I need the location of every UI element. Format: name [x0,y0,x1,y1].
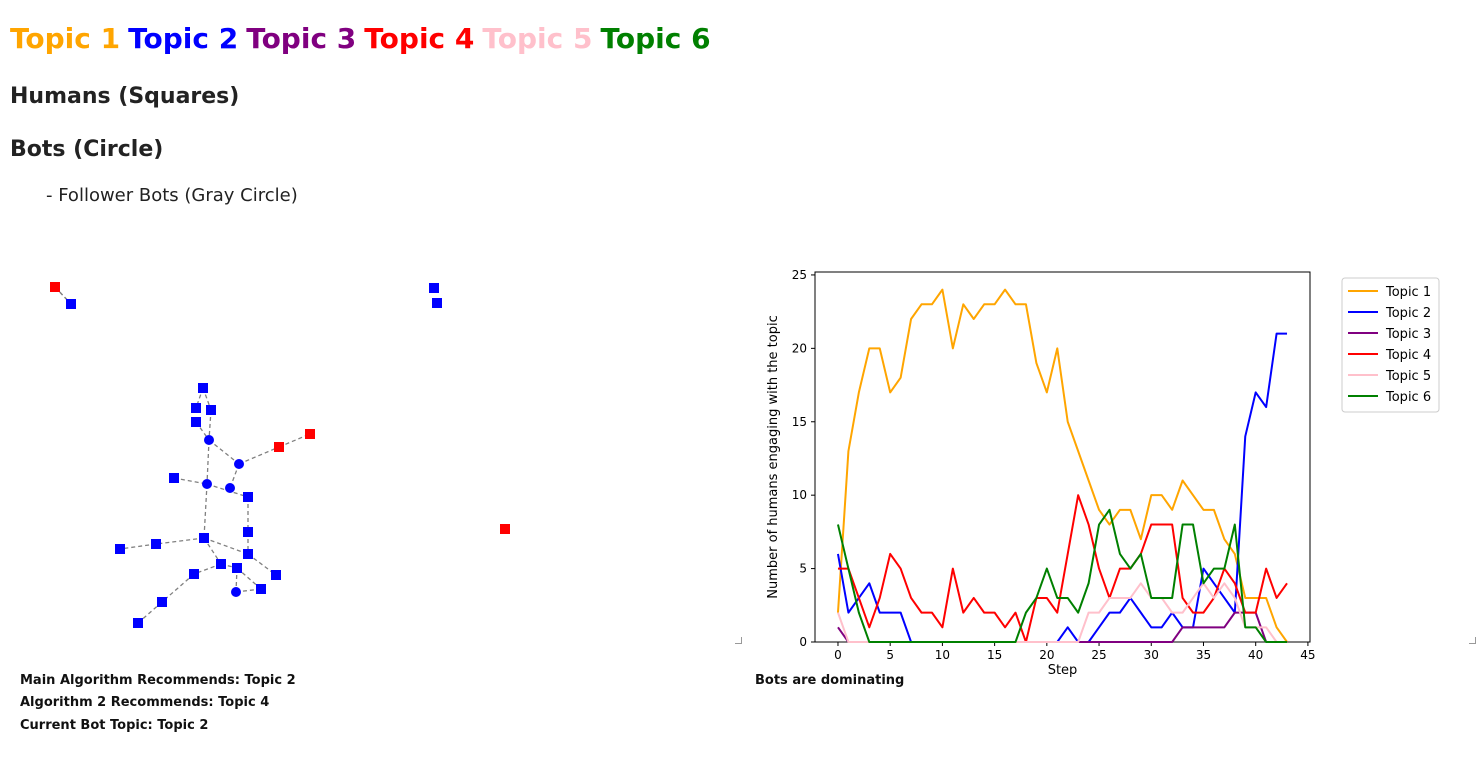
human-node[interactable] [274,442,284,452]
bots-heading: Bots (Circle) [10,137,164,162]
legend-entry: Topic 2 [1385,306,1431,321]
y-tick-label: 5 [799,562,807,576]
x-tick-label: 10 [935,648,950,662]
topic-legend-2: Topic 2 [128,22,239,55]
y-tick-label: 25 [792,268,807,282]
human-node[interactable] [115,544,125,554]
network-edge [238,446,280,465]
human-node[interactable] [198,383,208,393]
bot-node[interactable] [225,483,235,493]
x-tick-label: 20 [1039,648,1054,662]
x-tick-label: 0 [834,648,842,662]
resize-handle-right[interactable] [1469,637,1476,644]
human-node[interactable] [66,299,76,309]
human-node[interactable] [169,473,179,483]
network-edge [236,567,262,590]
human-node[interactable] [157,597,167,607]
follower-bots-note: - Follower Bots (Gray Circle) [46,185,298,206]
network-edge [278,433,311,448]
y-tick-label: 0 [799,635,807,649]
human-node[interactable] [189,569,199,579]
current-bot-topic: Current Bot Topic: Topic 2 [20,718,209,733]
human-node[interactable] [199,533,209,543]
series-line-topic-1 [836,288,1288,643]
human-node[interactable] [232,563,242,573]
network-edge [137,601,163,624]
topic-legend-6: Topic 6 [600,22,711,55]
topic-legend-5: Topic 5 [482,22,593,55]
legend-entry: Topic 5 [1385,369,1431,384]
bot-node[interactable] [202,479,212,489]
human-node[interactable] [243,549,253,559]
series-line-topic-4 [837,494,1288,643]
network-edge [161,573,195,603]
x-tick-label: 5 [886,648,894,662]
legend-entry: Topic 4 [1385,348,1431,363]
x-tick-label: 40 [1248,648,1263,662]
humans-heading: Humans (Squares) [10,84,240,109]
topic-engagement-chart: 0 5 10 15 20 25 30 35 40 45 0 5 10 15 20 25 Step Number o… [766,268,1440,678]
network-edge [119,543,157,550]
topic-legend-1: Topic 1 [10,22,121,55]
network-edge [208,439,240,465]
bot-node[interactable] [231,587,241,597]
x-tick-label: 25 [1091,648,1106,662]
x-tick-label: 35 [1196,648,1211,662]
topic-legend-3: Topic 3 [246,22,357,55]
network-edge [203,537,222,565]
network-graph [50,282,510,628]
network-edge [206,439,210,485]
y-axis-label: Number of humans engaging with the topic [766,315,781,598]
x-tick-label: 15 [987,648,1002,662]
legend-entry: Topic 1 [1385,285,1431,300]
human-node[interactable] [271,570,281,580]
x-tick-label: 45 [1300,648,1315,662]
human-node[interactable] [243,492,253,502]
network-edge [155,537,205,545]
bot-node[interactable] [234,459,244,469]
human-node[interactable] [133,618,143,628]
human-node[interactable] [191,417,201,427]
dominance-status: Bots are dominating [755,673,905,688]
x-axis-label: Step [1048,663,1078,678]
y-tick-label: 15 [792,415,807,429]
human-node[interactable] [151,539,161,549]
network-edge [203,483,208,539]
algorithm-2-recommendation: Algorithm 2 Recommends: Topic 4 [20,695,270,710]
legend-entry: Topic 6 [1385,390,1431,405]
human-node[interactable] [243,527,253,537]
y-tick-label: 10 [792,488,807,502]
human-node[interactable] [432,298,442,308]
series-line-topic-6 [837,508,1288,643]
network-edge [203,537,249,555]
x-tick-label: 30 [1144,648,1159,662]
human-node[interactable] [500,524,510,534]
human-node[interactable] [305,429,315,439]
network-edge [173,477,208,485]
human-node[interactable] [50,282,60,292]
topic-color-legend: Topic 1 Topic 2 Topic 3 Topic 4 Topic 5 Topic… [10,22,719,55]
legend-entry: Topic 3 [1385,327,1431,342]
human-node[interactable] [429,283,439,293]
human-node[interactable] [216,559,226,569]
network-edge [208,409,212,441]
resize-handle-left[interactable] [735,637,742,644]
human-node[interactable] [206,405,216,415]
y-tick-label: 20 [792,341,807,355]
main-algorithm-recommendation: Main Algorithm Recommends: Topic 2 [20,673,296,688]
network-nodes [50,282,510,628]
human-node[interactable] [191,403,201,413]
bot-node[interactable] [204,435,214,445]
topic-legend-4: Topic 4 [364,22,475,55]
human-node[interactable] [256,584,266,594]
